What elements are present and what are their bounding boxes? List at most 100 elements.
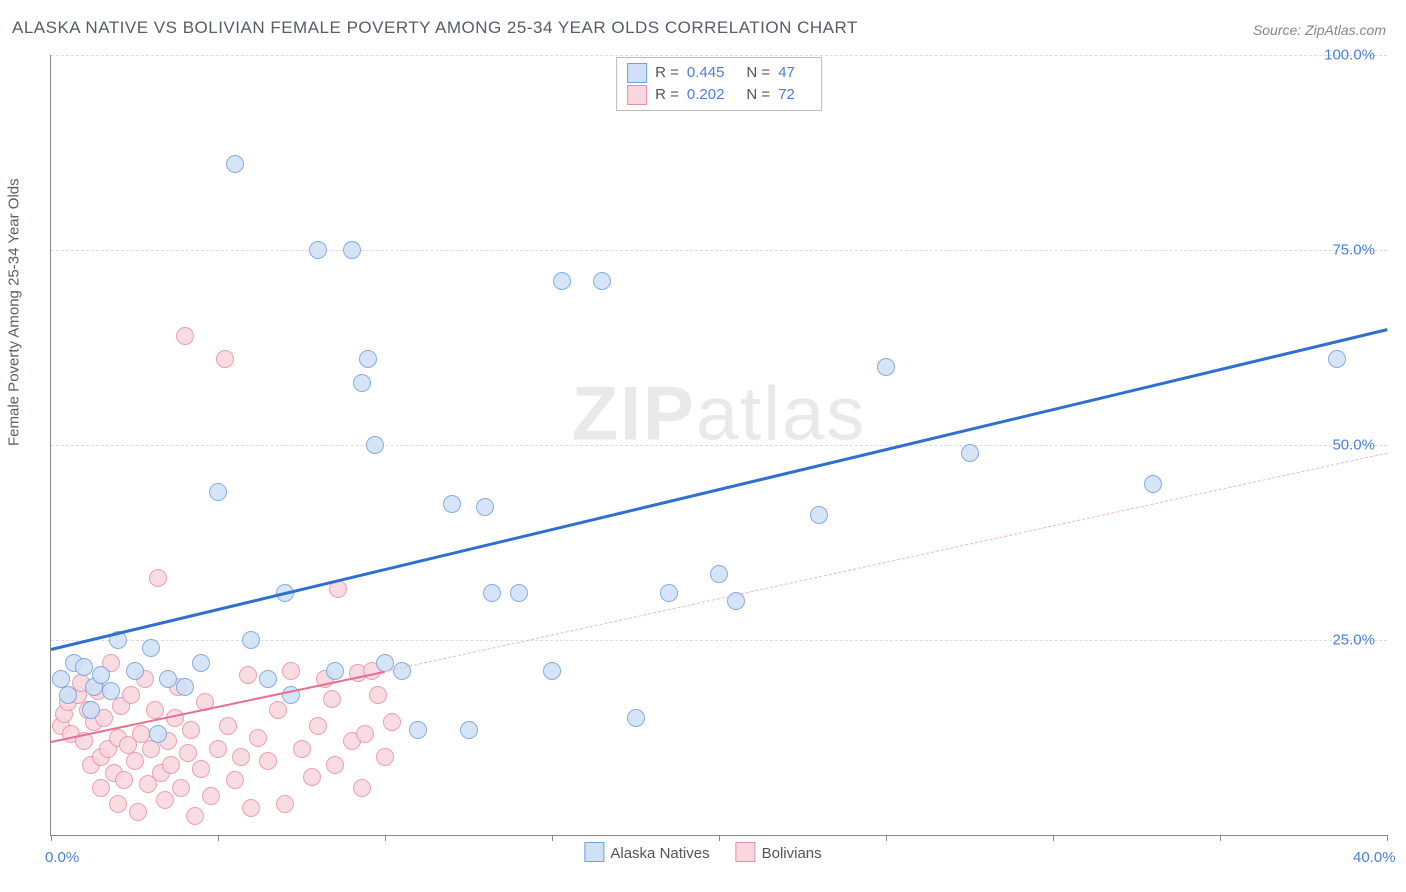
legend-n-label: N = (746, 84, 770, 106)
source-attribution: Source: ZipAtlas.com (1253, 22, 1386, 38)
data-point-bolivia (142, 740, 160, 758)
data-point-alaska (343, 241, 361, 259)
data-point-bolivia (129, 803, 147, 821)
data-point-bolivia (259, 752, 277, 770)
legend-item: Bolivians (736, 842, 822, 862)
gridline-h (51, 55, 1387, 56)
legend-swatch-alaska (627, 63, 647, 83)
data-point-alaska (710, 565, 728, 583)
x-tick (719, 835, 720, 841)
data-point-bolivia (209, 740, 227, 758)
data-point-alaska (176, 678, 194, 696)
data-point-bolivia (376, 748, 394, 766)
data-point-bolivia (126, 752, 144, 770)
x-tick (1053, 835, 1054, 841)
x-tick (385, 835, 386, 841)
data-point-alaska (483, 584, 501, 602)
data-point-bolivia (172, 779, 190, 797)
data-point-bolivia (276, 795, 294, 813)
data-point-alaska (126, 662, 144, 680)
legend-n-label: N = (746, 62, 770, 84)
data-point-alaska (543, 662, 561, 680)
data-point-bolivia (326, 756, 344, 774)
legend-label: Alaska Natives (610, 845, 709, 862)
data-point-bolivia (219, 717, 237, 735)
data-point-bolivia (156, 791, 174, 809)
legend-n-value-alaska: 47 (778, 62, 795, 84)
data-point-alaska (142, 639, 160, 657)
x-tick (1387, 835, 1388, 841)
data-point-bolivia (353, 779, 371, 797)
data-point-bolivia (323, 690, 341, 708)
data-point-alaska (510, 584, 528, 602)
watermark-rest: atlas (696, 371, 867, 456)
data-point-alaska (443, 495, 461, 513)
trend-line (51, 328, 1388, 651)
y-tick-label: 100.0% (1324, 47, 1375, 64)
x-tick-label: 0.0% (45, 849, 79, 866)
data-point-alaska (326, 662, 344, 680)
data-point-alaska (627, 709, 645, 727)
data-point-bolivia (269, 701, 287, 719)
x-tick (218, 835, 219, 841)
data-point-bolivia (249, 729, 267, 747)
data-point-alaska (359, 350, 377, 368)
legend-r-label: R = (655, 84, 679, 106)
series-legend: Alaska Natives Bolivians (584, 842, 821, 862)
data-point-bolivia (356, 725, 374, 743)
data-point-bolivia (232, 748, 250, 766)
data-point-bolivia (239, 666, 257, 684)
watermark-bold: ZIP (572, 371, 696, 456)
data-point-bolivia (216, 350, 234, 368)
data-point-alaska (75, 658, 93, 676)
x-tick (51, 835, 52, 841)
gridline-h (51, 250, 1387, 251)
x-tick (1220, 835, 1221, 841)
data-point-bolivia (115, 771, 133, 789)
data-point-bolivia (186, 807, 204, 825)
data-point-alaska (309, 241, 327, 259)
data-point-alaska (242, 631, 260, 649)
data-point-bolivia (383, 713, 401, 731)
data-point-bolivia (122, 686, 140, 704)
y-axis-label: Female Poverty Among 25-34 Year Olds (6, 178, 23, 446)
y-tick-label: 75.0% (1332, 242, 1375, 259)
legend-swatch-bolivia (627, 85, 647, 105)
data-point-bolivia (369, 686, 387, 704)
data-point-bolivia (309, 717, 327, 735)
data-point-bolivia (182, 721, 200, 739)
data-point-alaska (159, 670, 177, 688)
data-point-alaska (102, 682, 120, 700)
data-point-alaska (553, 272, 571, 290)
data-point-alaska (82, 701, 100, 719)
data-point-bolivia (293, 740, 311, 758)
data-point-alaska (1328, 350, 1346, 368)
legend-r-label: R = (655, 62, 679, 84)
data-point-bolivia (303, 768, 321, 786)
data-point-alaska (149, 725, 167, 743)
data-point-alaska (226, 155, 244, 173)
data-point-bolivia (109, 795, 127, 813)
data-point-bolivia (146, 701, 164, 719)
data-point-alaska (810, 506, 828, 524)
x-tick (552, 835, 553, 841)
gridline-h (51, 445, 1387, 446)
data-point-alaska (476, 498, 494, 516)
y-tick-label: 25.0% (1332, 632, 1375, 649)
correlation-legend: R = 0.445 N = 47 R = 0.202 N = 72 (616, 57, 822, 111)
data-point-alaska (593, 272, 611, 290)
scatter-plot-area: ZIPatlas R = 0.445 N = 47 R = 0.202 N = … (50, 55, 1387, 836)
legend-swatch (736, 842, 756, 862)
data-point-alaska (192, 654, 210, 672)
x-tick (886, 835, 887, 841)
data-point-bolivia (162, 756, 180, 774)
data-point-bolivia (242, 799, 260, 817)
legend-item: Alaska Natives (584, 842, 709, 862)
data-point-alaska (209, 483, 227, 501)
data-point-alaska (259, 670, 277, 688)
data-point-alaska (353, 374, 371, 392)
data-point-alaska (961, 444, 979, 462)
data-point-bolivia (176, 327, 194, 345)
data-point-alaska (1144, 475, 1162, 493)
legend-r-value-alaska: 0.445 (687, 62, 725, 84)
